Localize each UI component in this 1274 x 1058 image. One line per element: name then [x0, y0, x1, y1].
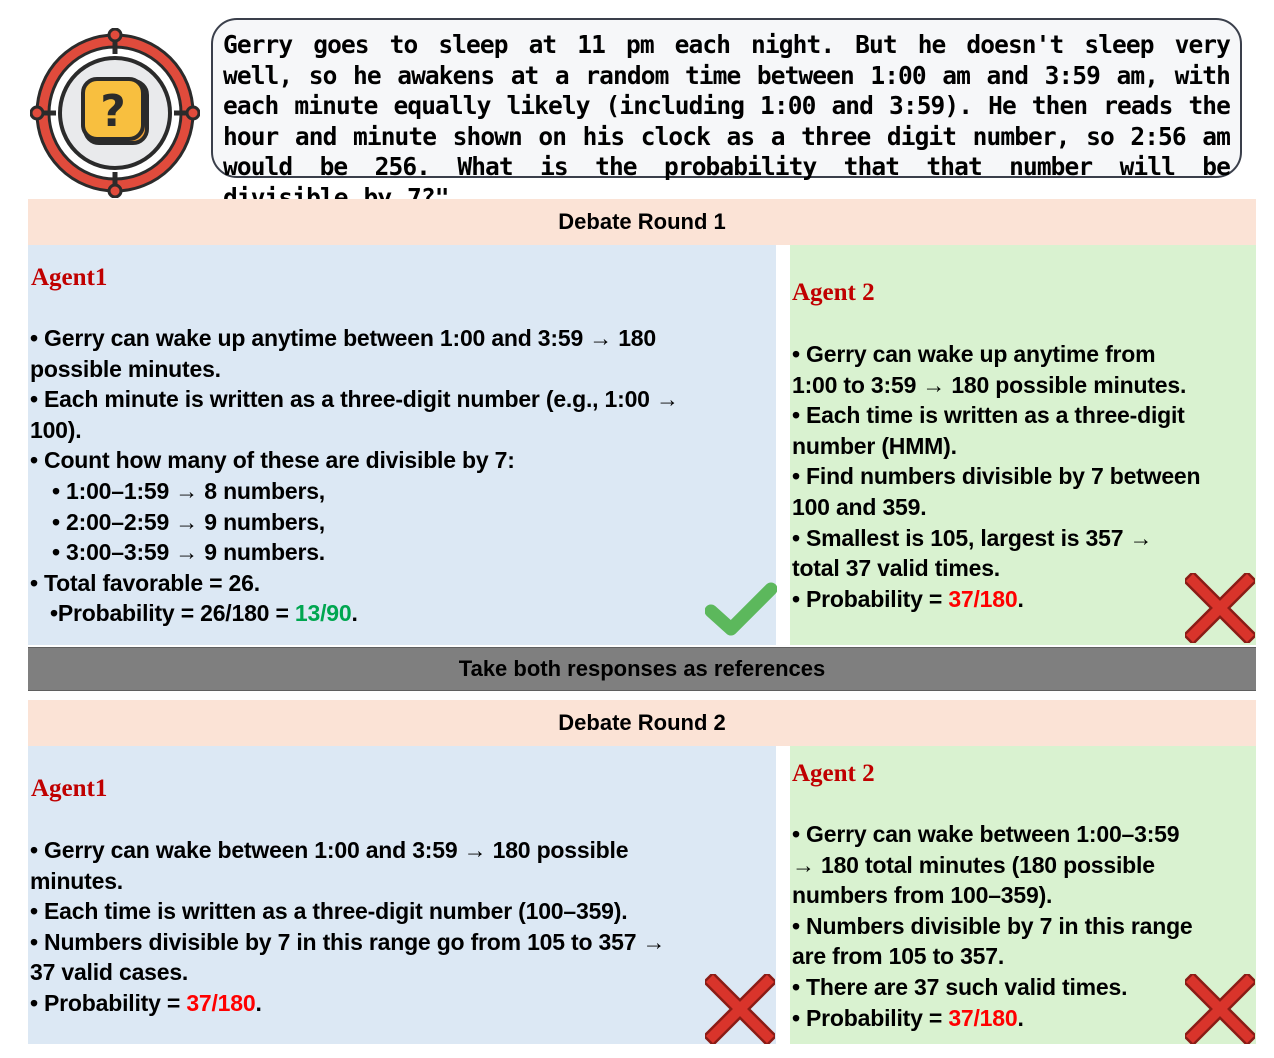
response-line: • Gerry can wake between 1:00–3:59: [792, 821, 1180, 847]
cross-mark-icon: [1185, 573, 1255, 643]
response-subline: • 3:00–3:59 → 9 numbers.: [52, 539, 325, 566]
agent-response: • Gerry can wake up anytime from 1:00 to…: [792, 339, 1201, 615]
response-line: • Find numbers divisible by 7 between: [792, 463, 1201, 490]
probability-suffix: .: [351, 600, 358, 627]
probability-line: • Probability = 37/180.: [792, 1003, 1193, 1034]
response-subline: • 2:00–2:59 → 9 numbers,: [52, 508, 325, 535]
response-line: 37 valid cases.: [30, 959, 189, 986]
question-text: Gerry goes to sleep at 11 pm each night.…: [223, 30, 1231, 212]
probability-answer: 37/180: [948, 1004, 1018, 1031]
probability-suffix: .: [1017, 585, 1024, 612]
probability-answer: 37/180: [948, 585, 1018, 612]
response-line: • Numbers divisible by 7 in this range g…: [30, 928, 666, 955]
response-line: possible minutes.: [30, 355, 221, 382]
probability-answer: 13/90: [294, 600, 352, 627]
probability-label: • Probability =: [30, 989, 187, 1016]
response-line: • There are 37 such valid times.: [792, 973, 1128, 1000]
response-line: • Count how many of these are divisible …: [30, 447, 515, 474]
round-2-agent-1-panel: Agent1 • Gerry can wake between 1:00 and…: [28, 746, 776, 1044]
agent-response: • Gerry can wake up anytime between 1:00…: [30, 323, 679, 629]
probability-line: •Probability = 26/180 = 13/90.: [30, 598, 679, 629]
round-1-agent-2-panel: Agent 2 • Gerry can wake up anytime from…: [790, 245, 1256, 645]
response-line: • Each minute is written as a three-digi…: [30, 386, 679, 413]
round-2-header: Debate Round 2: [28, 700, 1256, 746]
probability-label: •Probability = 26/180 =: [50, 600, 295, 627]
response-line: • Gerry can wake up anytime from: [792, 341, 1156, 367]
agent-title: Agent1: [31, 775, 108, 802]
response-line: • Each time is written as a three-digit: [792, 402, 1185, 429]
response-line: are from 105 to 357.: [792, 943, 1005, 970]
svg-text:?: ?: [100, 86, 126, 137]
probability-answer: 37/180: [186, 989, 256, 1016]
response-line: • Gerry can wake between 1:00 and 3:59 →…: [30, 837, 629, 863]
response-line: • Total favorable = 26.: [30, 569, 260, 596]
probability-label: • Probability =: [792, 585, 949, 612]
response-line: • Numbers divisible by 7 in this range: [792, 912, 1193, 939]
question-target-icon: ?: [30, 28, 200, 198]
response-line: 100 and 359.: [792, 493, 927, 520]
reference-bar: Take both responses as references: [28, 647, 1256, 691]
round-1-agent-1-panel: Agent1 • Gerry can wake up anytime betwe…: [28, 245, 777, 645]
agent-response: • Gerry can wake between 1:00–3:59 → 180…: [792, 819, 1193, 1033]
response-line: • Gerry can wake up anytime between 1:00…: [30, 325, 656, 351]
response-subline: • 1:00–1:59 → 8 numbers,: [52, 477, 325, 504]
question-box: Gerry goes to sleep at 11 pm each night.…: [211, 18, 1242, 212]
round-2-agent-2-panel: Agent 2 • Gerry can wake between 1:00–3:…: [790, 746, 1256, 1044]
cross-mark-icon: [1185, 974, 1255, 1044]
response-line: total 37 valid times.: [792, 555, 1000, 582]
probability-line: • Probability = 37/180.: [792, 584, 1200, 615]
response-line: number (HMM).: [792, 432, 957, 459]
probability-suffix: .: [255, 989, 262, 1016]
cross-mark-icon: [705, 974, 775, 1044]
probability-label: • Probability =: [792, 1004, 949, 1031]
response-line: 100).: [30, 416, 82, 443]
probability-suffix: .: [1017, 1004, 1024, 1031]
response-line: numbers from 100–359).: [792, 882, 1053, 909]
response-line: • Each time is written as a three-digit …: [30, 898, 628, 925]
response-line: minutes.: [30, 867, 123, 894]
probability-line: • Probability = 37/180.: [30, 988, 665, 1019]
agent-title: Agent 2: [792, 760, 875, 787]
agent-response: • Gerry can wake between 1:00 and 3:59 →…: [30, 835, 666, 1019]
response-line: 1:00 to 3:59 → 180 possible minutes.: [792, 371, 1187, 398]
response-line: • Smallest is 105, largest is 357 →: [792, 524, 1153, 551]
response-line: → 180 total minutes (180 possible: [792, 851, 1155, 878]
round-1-header: Debate Round 1: [28, 199, 1256, 245]
check-mark-icon: [705, 582, 777, 636]
agent-title: Agent1: [31, 264, 108, 291]
agent-title: Agent 2: [792, 279, 875, 306]
